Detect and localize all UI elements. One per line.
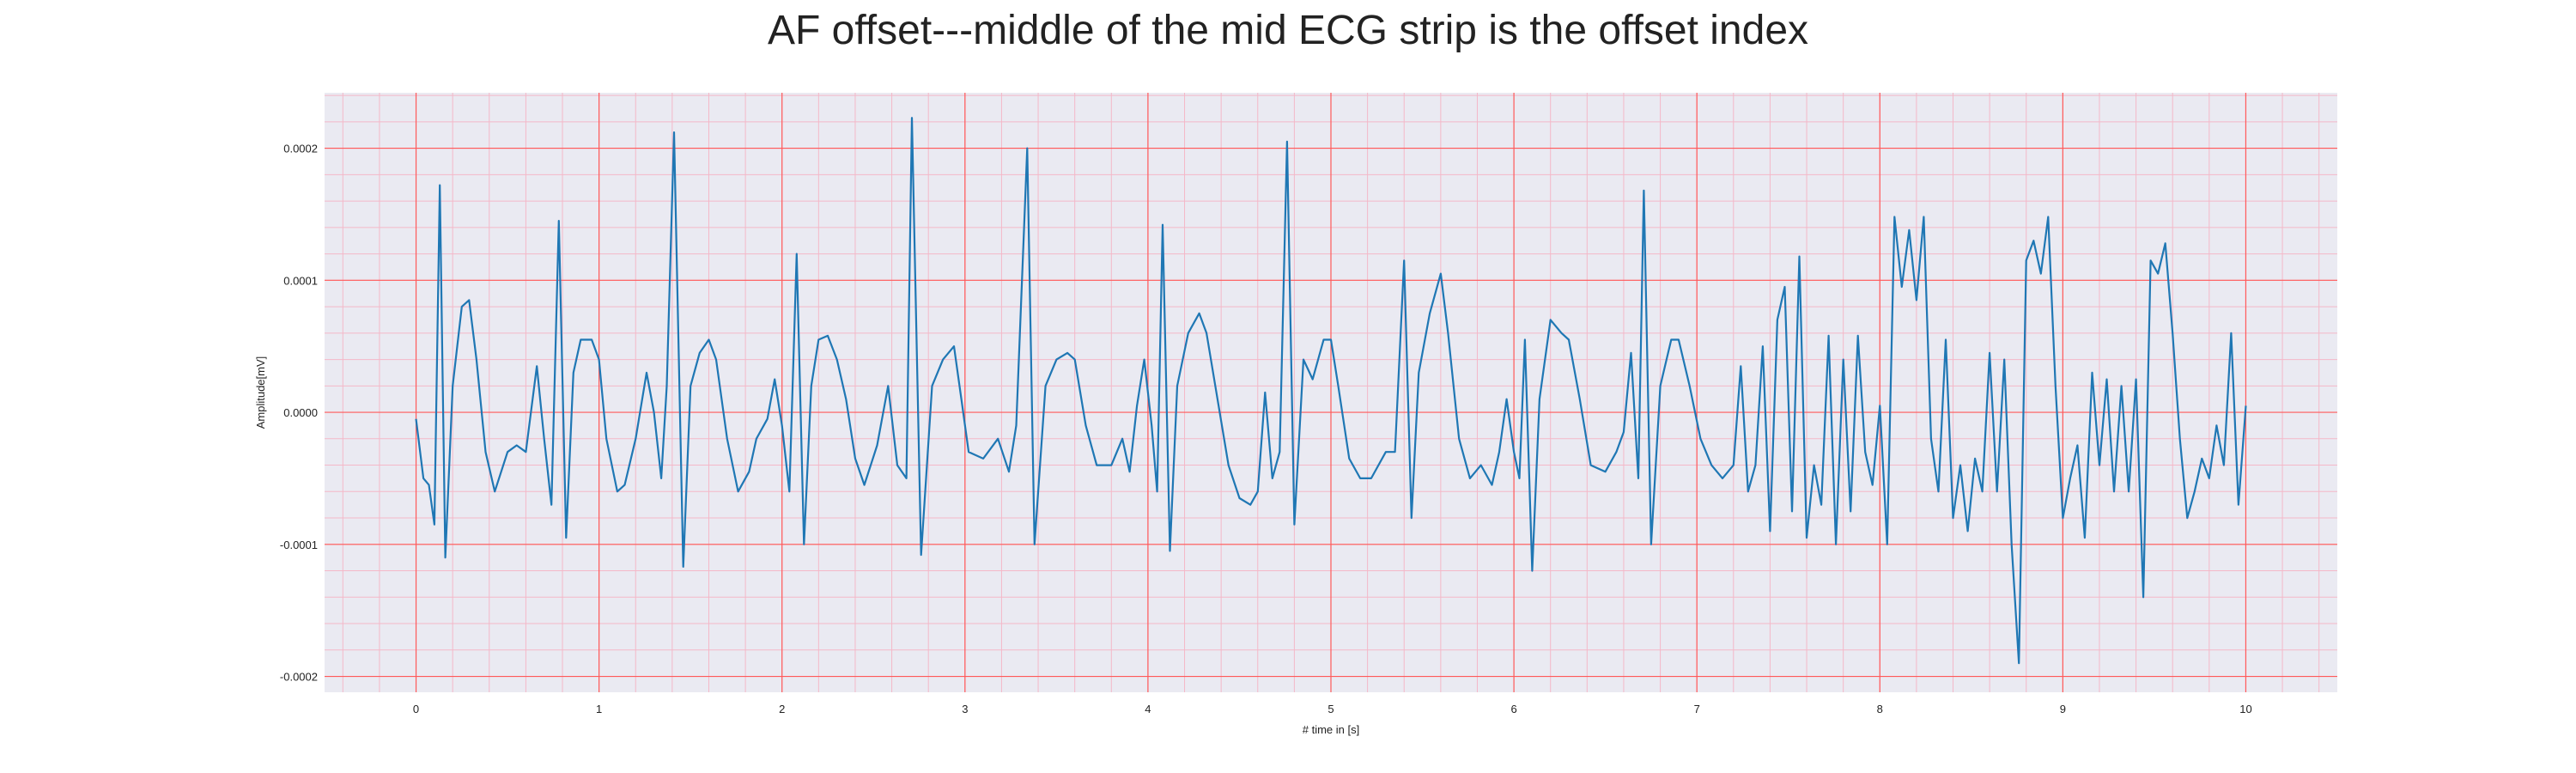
x-tick-label: 3 [962,703,968,715]
x-tick-label: 4 [1145,703,1151,715]
ecg-series-line [415,117,2247,665]
x-axis-ticks: 0 1 2 3 4 5 6 7 8 9 10 [413,703,2252,715]
x-tick-label: 7 [1694,703,1700,715]
x-tick-label: 10 [2239,703,2251,715]
y-tick-label: -0.0001 [280,539,318,551]
x-tick-label: 0 [413,703,419,715]
y-tick-label: 0.0002 [283,143,318,155]
y-tick-label: 0.0000 [283,406,318,419]
x-tick-label: 5 [1327,703,1334,715]
x-tick-label: 6 [1510,703,1516,715]
x-tick-label: 9 [2060,703,2066,715]
x-axis-label: # time in [s] [1303,723,1359,736]
chart-title: AF offset---middle of the mid ECG strip … [767,8,1809,53]
x-tick-label: 2 [779,703,785,715]
y-axis-ticks: -0.0002 -0.0001 0.0000 0.0001 0.0002 [280,143,318,684]
y-tick-label: 0.0001 [283,274,318,287]
x-tick-label: 1 [596,703,602,715]
y-axis-label: Amplitude[mV] [254,356,267,429]
x-tick-label: 8 [1877,703,1883,715]
y-tick-label: -0.0002 [280,671,318,684]
